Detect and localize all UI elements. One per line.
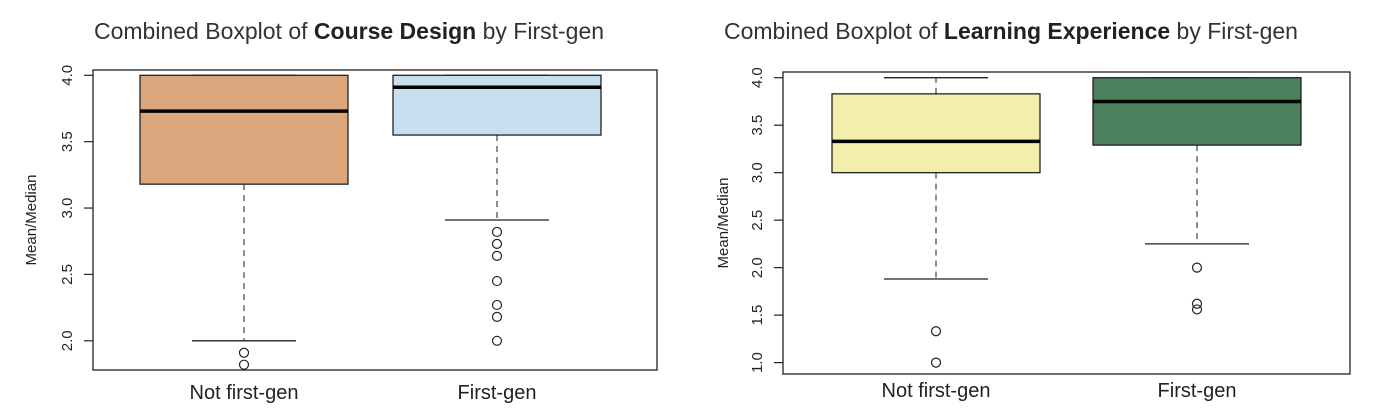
title-suffix: by First-gen	[1170, 18, 1298, 44]
box-iqr	[831, 93, 1041, 174]
title-bold: Course Design	[313, 18, 477, 44]
title-prefix: Combined Boxplot of	[94, 18, 314, 44]
y-tick-label: 4.0	[749, 67, 766, 88]
box-iqr	[1092, 77, 1302, 146]
x-category-label: Not first-gen	[190, 382, 299, 404]
x-category-label: First-gen	[458, 382, 537, 404]
y-tick-label: 3.0	[749, 162, 766, 183]
y-axis-label: Mean/Median	[715, 178, 732, 269]
outlier-point	[1191, 298, 1203, 309]
y-tick-label: 3.0	[59, 198, 76, 219]
outlier-point	[491, 250, 503, 261]
chart-title-course-design: Combined Boxplot of Course Design by Fir…	[94, 18, 604, 45]
y-tick-label: 2.0	[749, 257, 766, 278]
box-iqr	[392, 74, 602, 136]
y-tick-label: 2.0	[59, 330, 76, 351]
plot-frame	[92, 69, 658, 371]
outlier-point	[491, 299, 503, 311]
title-suffix: by First-gen	[476, 18, 605, 44]
y-tick-label: 3.5	[59, 131, 76, 152]
outlier-point	[1191, 262, 1203, 273]
outlier-point	[238, 359, 250, 370]
box-iqr	[139, 74, 349, 185]
title-prefix: Combined Boxplot of	[724, 18, 944, 44]
x-category-label: Not first-gen	[882, 380, 991, 402]
outlier-point	[238, 347, 250, 358]
outlier-point	[1191, 304, 1203, 315]
x-category-label: First-gen	[1158, 380, 1237, 402]
outlier-point	[930, 326, 942, 337]
y-tick-label: 1.0	[749, 352, 766, 373]
outlier-point	[491, 275, 503, 287]
y-tick-label: 2.5	[749, 210, 766, 231]
y-tick-label: 2.5	[59, 264, 76, 285]
outlier-point	[491, 226, 503, 238]
title-bold: Learning Experience	[943, 18, 1171, 44]
plot-frame	[782, 71, 1351, 375]
y-axis-label: Mean/Median	[23, 175, 40, 266]
chart-title-learning-experience: Combined Boxplot of Learning Experience …	[724, 18, 1298, 45]
y-tick-label: 4.0	[59, 65, 76, 86]
outlier-point	[491, 311, 503, 323]
outlier-point	[930, 357, 942, 368]
y-tick-label: 1.5	[749, 305, 766, 326]
y-tick-label: 3.5	[749, 115, 766, 136]
outlier-point	[491, 238, 503, 249]
outlier-point	[491, 335, 503, 346]
